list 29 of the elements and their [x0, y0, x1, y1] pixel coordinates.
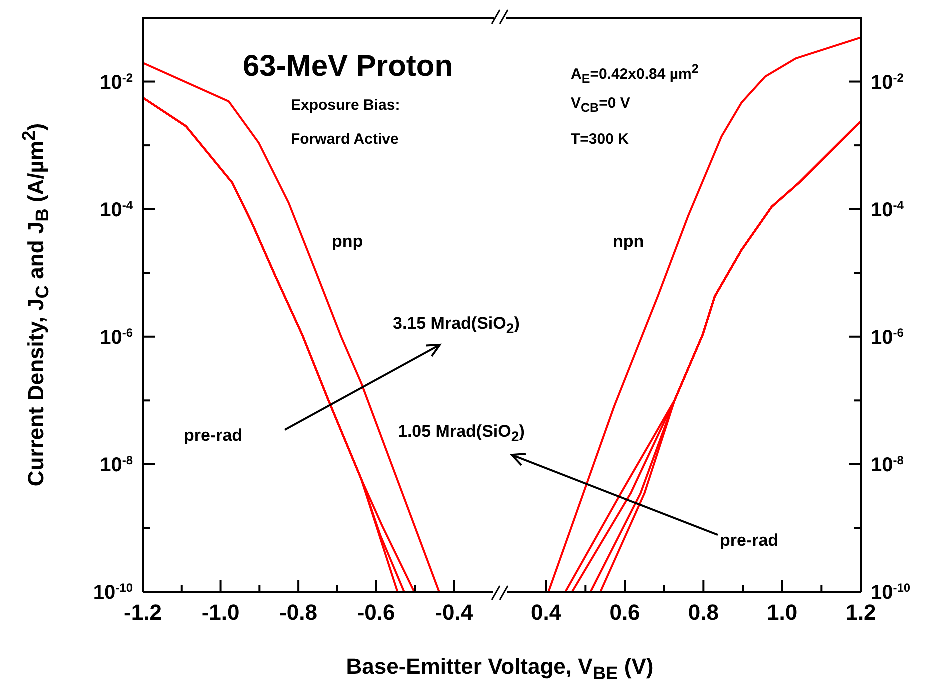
x-tick-label: -0.4	[435, 600, 474, 625]
x-tick-label: -1.0	[202, 600, 240, 625]
y-tick-label: 10$^{-4}$	[871, 198, 904, 222]
annotation: 3.15 Mrad(SiO$_{2}$)	[393, 314, 520, 338]
annotation: pre-rad	[720, 530, 779, 550]
text: 63-MeV Proton	[243, 50, 454, 83]
y-tick-label: 10$^{-2}$	[871, 70, 904, 94]
x-tick-label: 0.4	[531, 600, 562, 625]
annotation: pre-rad	[184, 426, 243, 445]
annotation: npn	[613, 232, 644, 251]
annotation: T=300 K	[571, 131, 629, 148]
annotation: A$_{E}$=0.42x0.84 µm$^{2}$	[571, 62, 699, 86]
y-tick-label: 10$^{-2}$	[100, 70, 134, 94]
y-tick-label: 10$^{-8}$	[871, 453, 904, 476]
x-tick-label: 0.8	[688, 600, 719, 625]
annotation: V$_{CB}$=0 V	[571, 95, 630, 115]
annotation: 1.05 Mrad(SiO$_{2}$)	[398, 422, 525, 446]
y-tick-label: 10$^{-8}$	[100, 453, 134, 476]
x-tick-label: -0.8	[280, 600, 318, 625]
y-tick-label: 10$^{-6}$	[871, 326, 904, 349]
annotation: Forward Active	[291, 131, 399, 148]
x-axis-title: Base-Emitter Voltage, V$_{BE}$ (V)	[346, 654, 654, 684]
annotation: Exposure Bias:	[291, 97, 400, 114]
y-tick-label: 10$^{-6}$	[100, 326, 134, 349]
y-tick-label: 10$^{-4}$	[100, 198, 134, 222]
annotation: pnp	[332, 232, 364, 251]
x-tick-label: 0.6	[610, 600, 640, 625]
x-tick-label: 1.0	[767, 600, 798, 625]
x-tick-label: -0.6	[357, 600, 396, 625]
